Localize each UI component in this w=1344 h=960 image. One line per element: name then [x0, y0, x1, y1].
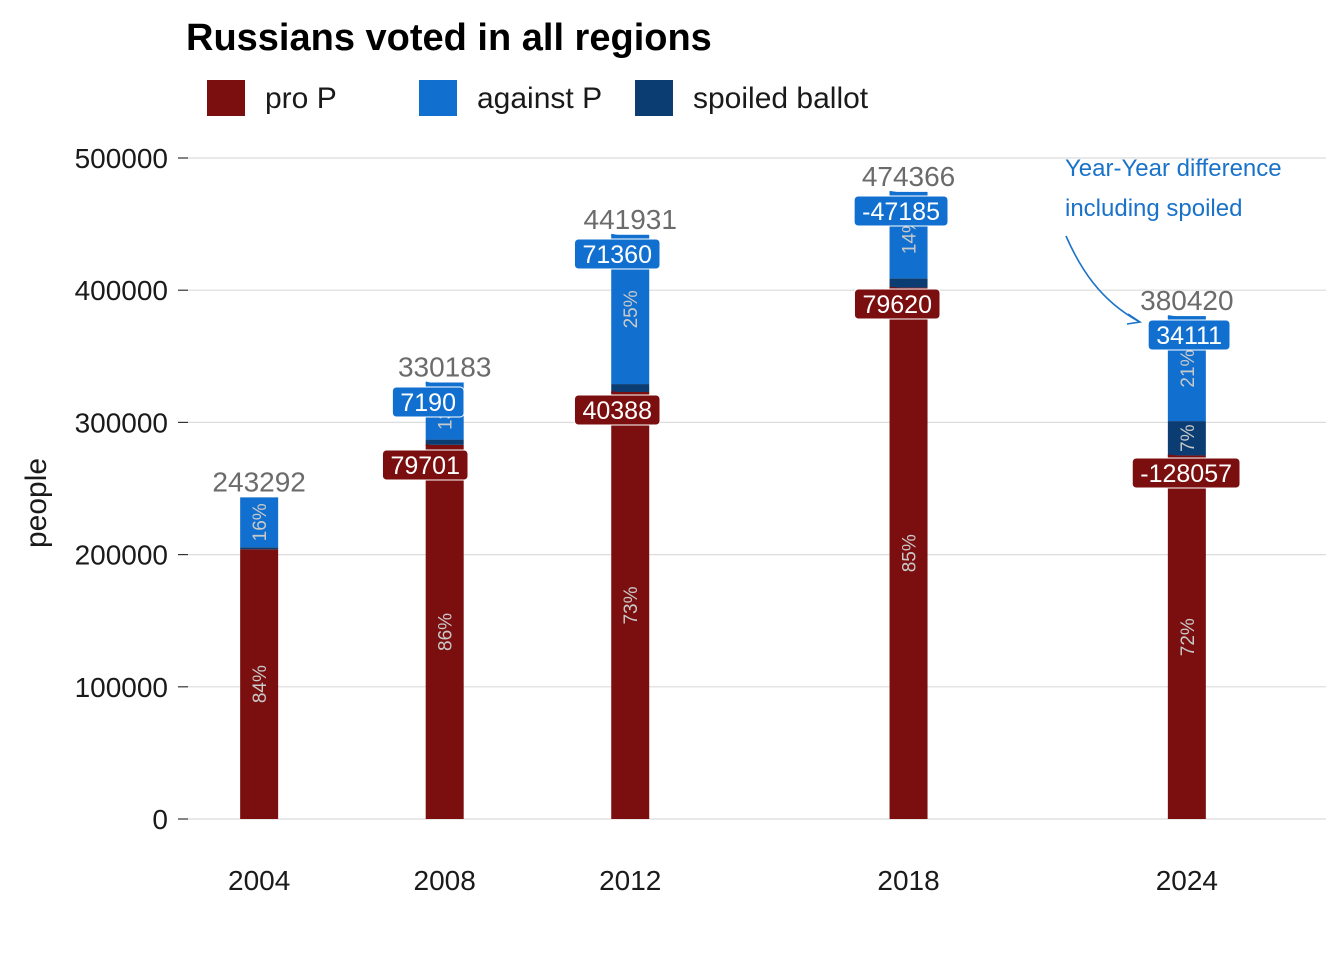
diff-label-pro-P-2018: 79620: [862, 291, 932, 319]
percent-label-pro-P-2024: 72%: [1178, 618, 1199, 656]
percent-label-pro-P-2008: 86%: [436, 613, 457, 651]
x-tick-label-2018: 2018: [877, 865, 939, 896]
legend-label-1: against P: [477, 82, 602, 115]
percent-label-pro-P-2004: 84%: [250, 665, 271, 703]
percent-label-against-P-2004: 16%: [250, 503, 271, 541]
y-tick-label-0: 0: [152, 804, 168, 835]
x-tick-label-2012: 2012: [599, 865, 661, 896]
diff-label-pro-P-2008: 79701: [390, 452, 460, 480]
bar-2018-1: [890, 278, 928, 287]
bar-2004-1: [240, 547, 278, 549]
diff-label-against-P-2018: -47185: [862, 198, 940, 226]
bar-labels: 84%16%24329286%13%33018373%25%44193185%1…: [212, 161, 1240, 703]
bar-2012-1: [611, 384, 649, 392]
percent-label-against-P-2024: 21%: [1178, 349, 1199, 387]
legend-label-2: spoiled ballot: [693, 82, 869, 115]
y-tick-label-3: 300000: [75, 407, 168, 438]
bars: [240, 192, 1206, 819]
annotation-line-1: including spoiled: [1065, 195, 1242, 222]
percent-label-spoiled-ballot-2024: 7%: [1178, 424, 1199, 452]
legend-swatch-0: [207, 80, 245, 116]
legend-swatch-2: [635, 80, 673, 116]
annotation-line-0: Year-Year difference: [1065, 155, 1282, 182]
percent-label-pro-P-2018: 85%: [900, 534, 921, 572]
legend: pro P against P spoiled ballot: [207, 80, 869, 116]
total-label-2008: 330183: [398, 351, 491, 382]
bar-2008-1: [426, 440, 464, 445]
chart-title: Russians voted in all regions: [186, 17, 712, 59]
diff-label-against-P-2008: 7190: [400, 389, 456, 417]
x-tick-label-2024: 2024: [1156, 865, 1218, 896]
x-tick-label-2004: 2004: [228, 865, 290, 896]
percent-label-pro-P-2012: 73%: [621, 586, 642, 624]
y-tick-label-4: 400000: [75, 275, 168, 306]
diff-label-against-P-2012: 71360: [582, 241, 652, 269]
annotation-arrow: [1066, 236, 1138, 321]
diff-label-pro-P-2024: -128057: [1140, 460, 1232, 488]
total-label-2012: 441931: [584, 204, 677, 235]
x-tick-label-2008: 2008: [414, 865, 476, 896]
legend-label-0: pro P: [265, 82, 337, 115]
diff-label-against-P-2024: 34111: [1156, 322, 1222, 350]
total-label-2018: 474366: [862, 161, 955, 192]
total-label-2004: 243292: [212, 466, 305, 497]
legend-swatch-1: [419, 80, 457, 116]
y-axis-ticks: 0 100000 200000 300000 400000 500000: [75, 143, 188, 835]
y-tick-label-2: 200000: [75, 540, 168, 571]
y-tick-label-5: 500000: [75, 143, 168, 174]
total-label-2024: 380420: [1140, 285, 1233, 316]
y-tick-label-1: 100000: [75, 672, 168, 703]
y-axis-label: people: [20, 458, 53, 548]
percent-label-against-P-2012: 25%: [621, 290, 642, 328]
x-axis-ticks: 2004 2008 2012 2018 2024: [228, 865, 1218, 896]
diff-label-pro-P-2012: 40388: [582, 397, 652, 425]
